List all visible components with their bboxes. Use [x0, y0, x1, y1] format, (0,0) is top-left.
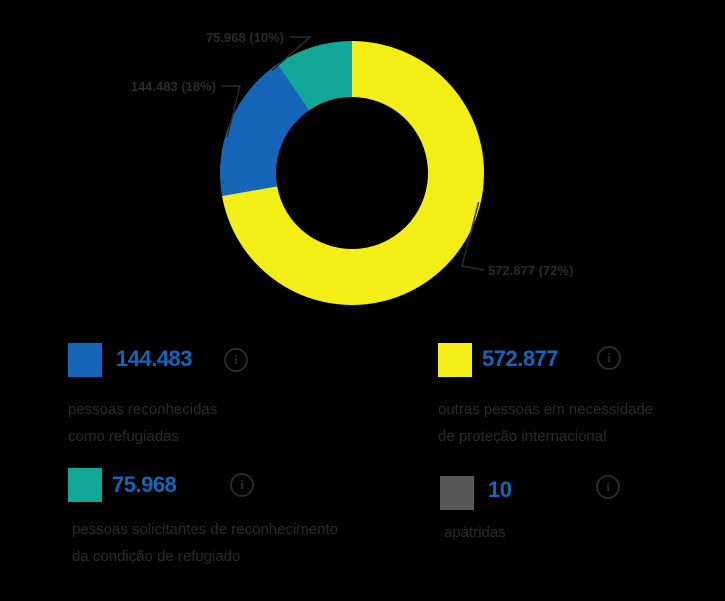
legend-value-refugees: 144.483 [116, 346, 193, 371]
legend-value-protection: 572.877 [482, 346, 559, 371]
info-icon[interactable]: i [230, 473, 254, 497]
info-icon[interactable]: i [596, 475, 620, 499]
callouts: 572.877 (72%) 144.483 (18%) 75.968 (10%) [131, 30, 574, 278]
callout-label-0: 572.877 (72%) [488, 263, 573, 278]
callout-label-2: 75.968 (10%) [206, 30, 284, 45]
info-icon[interactable]: i [597, 346, 621, 370]
legend-desc-protection-2: de proteção internacional [438, 428, 607, 445]
legend-desc-refugees-1: pessoas reconhecidas [68, 401, 218, 418]
callout-label-1: 144.483 (18%) [131, 79, 216, 94]
legend-desc-stateless: apátridas [444, 524, 506, 541]
legend-desc-refugees-2: como refugiadas [68, 428, 179, 445]
legend-value-stateless: 10 [488, 477, 512, 502]
callout-line-1 [222, 85, 241, 138]
donut-chart: 572.877 (72%) 144.483 (18%) 75.968 (10%) [131, 30, 574, 305]
donut-slice-1 [220, 64, 309, 197]
callout-line-2 [271, 36, 312, 72]
donut-slice-0 [222, 41, 485, 305]
legend-desc-protection-1: outras pessoas em necessidade [438, 401, 654, 418]
legend-desc-applicants-1: pessoas solicitantes de reconhecimento [72, 521, 338, 538]
donut-slice-2 [277, 41, 352, 111]
legend-swatch-yellow [438, 343, 472, 377]
legend-swatch-gray [440, 476, 474, 510]
info-icon[interactable]: i [224, 348, 248, 372]
legend-desc-applicants-2: da condição de refugiado [72, 548, 241, 565]
callout-line-0 [461, 202, 485, 271]
legend-value-applicants: 75.968 [112, 472, 177, 497]
donut-slices [220, 41, 485, 305]
legend-swatch-teal [68, 468, 102, 502]
legend-swatch-blue [68, 343, 102, 377]
